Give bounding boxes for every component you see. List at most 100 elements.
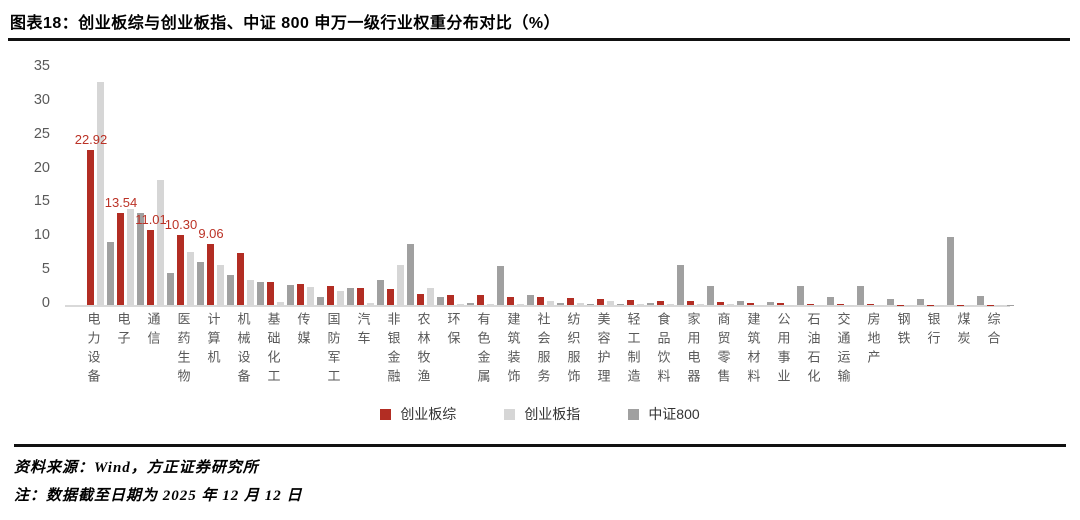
bar-创业板指-石油石化: [817, 304, 824, 305]
bar-创业板指-非银金融: [397, 265, 404, 305]
bar-创业板指-综合: [997, 304, 1004, 305]
bar-中证800-有色金属: [497, 265, 504, 305]
bar-创业板指-医药生物: [187, 252, 194, 305]
footer-divider: [14, 444, 1066, 447]
x-axis-label-传媒: 传媒: [295, 312, 311, 350]
x-axis-label-综合: 综合: [985, 312, 1001, 350]
title-divider: [8, 38, 1070, 41]
x-axis-label-有色金属: 有色金属: [475, 312, 491, 388]
y-axis-tick-25: 25: [33, 125, 50, 142]
bar-创业板综-农林牧渔: [417, 293, 424, 305]
bar-创业板指-纺织服饰: [577, 303, 584, 305]
plot-area: 22.92 13.54 11.01 10.30 9.06: [65, 68, 1014, 307]
x-axis-label-电子: 电子: [115, 312, 131, 350]
legend-item-创业板综: 创业板综: [380, 404, 456, 424]
x-axis-label-交通运输: 交通运输: [835, 312, 851, 388]
x-axis-label-商贸零售: 商贸零售: [715, 312, 731, 388]
bar-创业板指-社会服务: [547, 300, 554, 305]
bar-创业板指-建筑材料: [757, 304, 764, 305]
bar-中证800-计算机: [227, 275, 234, 305]
bar-中证800-轻工制造: [647, 302, 654, 305]
bar-中证800-纺织服饰: [587, 304, 594, 305]
bar-创业板综-公用事业: [777, 303, 784, 305]
x-axis-label-建筑材料: 建筑材料: [745, 312, 761, 388]
x-axis-label-国防军工: 国防军工: [325, 312, 341, 388]
bar-创业板综-汽车: [357, 287, 364, 305]
data-label-计算机: 9.06: [198, 225, 224, 241]
bar-创业板综-有色金属: [477, 295, 484, 305]
x-axis-label-电力设备: 电力设备: [85, 312, 101, 388]
bar-创业板指-轻工制造: [637, 303, 644, 305]
bar-创业板指-基础化工: [277, 302, 284, 305]
bar-创业板指-通信: [157, 179, 164, 305]
bar-创业板指-公用事业: [787, 304, 794, 305]
bar-中证800-社会服务: [557, 302, 564, 305]
bar-创业板综-医药生物: [177, 235, 184, 305]
bar-中证800-公用事业: [797, 286, 804, 305]
chart-legend: 创业板综 创业板指 中证800: [0, 404, 1080, 424]
bar-中证800-国防军工: [347, 288, 354, 305]
bar-创业板综-纺织服饰: [567, 297, 574, 305]
legend-label: 创业板综: [400, 406, 457, 422]
data-label-电力设备: 22.92: [74, 131, 108, 147]
bar-创业板指-钢铁: [907, 304, 914, 305]
bar-中证800-环保: [467, 302, 474, 305]
x-axis-label-食品饮料: 食品饮料: [655, 312, 671, 388]
bar-中证800-建筑材料: [767, 301, 774, 305]
date-note: 注：数据截至日期为 2025 年 12 月 12 日: [14, 488, 303, 504]
bar-中证800-美容护理: [617, 304, 624, 305]
bar-创业板综-传媒: [297, 283, 304, 305]
bar-创业板综-石油石化: [807, 303, 814, 305]
source-note: 资料来源：Wind，方正证券研究所: [14, 460, 259, 476]
bar-创业板综-建筑材料: [747, 302, 754, 305]
bar-创业板综-计算机: [207, 243, 214, 305]
bar-创业板指-有色金属: [487, 304, 494, 305]
bar-创业板综-机械设备: [237, 252, 244, 305]
data-label-电子: 13.54: [104, 195, 138, 211]
x-axis-label-公用事业: 公用事业: [775, 312, 791, 388]
bar-创业板综-非银金融: [387, 289, 394, 305]
bar-中证800-非银金融: [407, 244, 414, 305]
y-axis-tick-20: 20: [33, 159, 50, 176]
bar-中证800-钢铁: [917, 298, 924, 305]
bar-创业板指-银行: [937, 304, 944, 305]
bar-中证800-基础化工: [287, 285, 294, 305]
bar-创业板指-农林牧渔: [427, 288, 434, 305]
legend-marker-icon: [628, 408, 640, 420]
bar-中证800-汽车: [377, 279, 384, 305]
bar-创业板指-汽车: [367, 302, 374, 305]
x-axis-label-煤炭: 煤炭: [955, 312, 971, 350]
bar-创业板指-电子: [127, 208, 134, 305]
x-axis-label-石油石化: 石油石化: [805, 312, 821, 388]
bar-中证800-商贸零售: [737, 300, 744, 305]
bar-创业板综-电子: [117, 213, 124, 305]
bar-中证800-电力设备: [107, 242, 114, 305]
bar-中证800-石油石化: [827, 296, 834, 305]
bar-创业板综-交通运输: [837, 304, 844, 305]
bar-创业板综-家用电器: [687, 300, 694, 305]
bar-中证800-银行: [947, 236, 954, 305]
data-label-医药生物: 10.30: [164, 217, 198, 233]
x-axis-label-银行: 银行: [925, 312, 941, 350]
x-axis-label-机械设备: 机械设备: [235, 312, 251, 388]
x-axis-label-钢铁: 钢铁: [895, 312, 911, 350]
bar-创业板综-煤炭: [957, 304, 964, 305]
bar-中证800-煤炭: [977, 295, 984, 305]
legend-label: 创业板指: [524, 406, 581, 422]
x-axis-label-环保: 环保: [445, 312, 461, 350]
bar-创业板指-交通运输: [847, 304, 854, 305]
y-axis-tick-0: 0: [41, 295, 50, 311]
bar-创业板综-轻工制造: [627, 299, 634, 305]
data-label-通信: 11.01: [135, 212, 167, 228]
legend-label: 中证800: [648, 406, 700, 422]
bar-创业板指-家用电器: [697, 304, 704, 305]
y-axis-tick-5: 5: [41, 261, 50, 278]
x-axis-label-通信: 通信: [145, 312, 161, 350]
bar-中证800-机械设备: [257, 281, 264, 305]
x-axis-label-家用电器: 家用电器: [685, 312, 701, 388]
bar-创业板指-电力设备: [97, 81, 104, 305]
bar-中证800-建筑装饰: [527, 294, 534, 305]
bar-创业板指-传媒: [307, 287, 314, 305]
bar-创业板综-综合: [987, 304, 994, 305]
x-axis-label-社会服务: 社会服务: [535, 312, 551, 388]
